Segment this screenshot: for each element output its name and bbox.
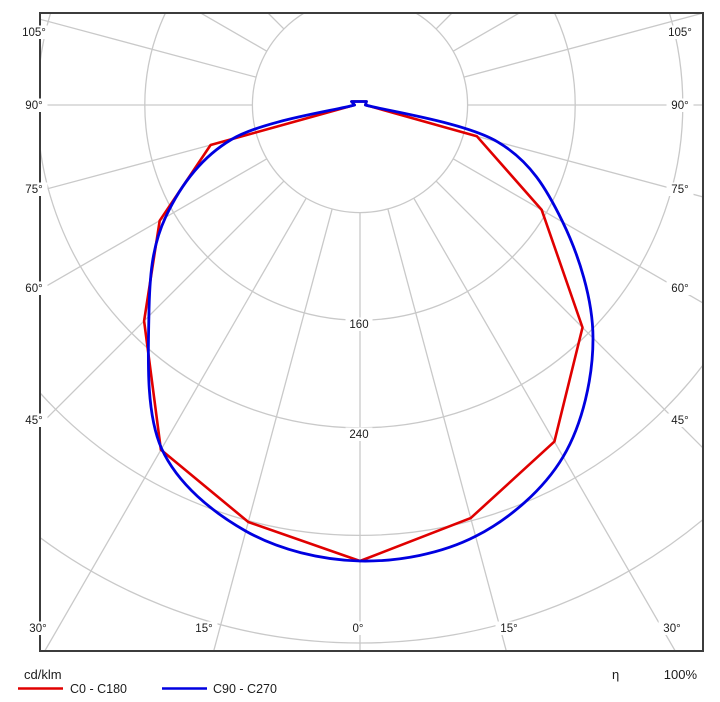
angle-label-left-60°-bg <box>20 281 48 295</box>
ring-value-label-160-bg <box>345 317 373 331</box>
grid-spoke-195 <box>127 0 332 1</box>
angle-label-bottom-3-15°: 15° <box>500 623 517 635</box>
angle-label-bottom-3-15°-bg <box>495 621 523 635</box>
grid-spoke-15 <box>387 208 507 651</box>
angle-label-right-60°-bg <box>666 281 694 295</box>
angle-label-right-105°: 105° <box>668 27 692 39</box>
grid-spoke-330 <box>44 197 307 651</box>
angle-label-right-90°-bg <box>666 98 694 112</box>
angle-label-right-45°-bg <box>666 413 694 427</box>
angle-label-right-60°: 60° <box>671 283 688 295</box>
ring-value-label-160: 160 <box>349 319 368 331</box>
grid-spoke-165 <box>388 0 593 1</box>
angle-label-left-60°: 60° <box>25 283 42 295</box>
efficiency-symbol: η <box>612 667 619 682</box>
angle-label-bottom-1-15°: 15° <box>195 623 212 635</box>
angle-label-left-45°-bg <box>20 413 48 427</box>
angle-label-right-105°-bg <box>663 25 697 39</box>
angle-label-bottom-2-0°: 0° <box>353 623 364 635</box>
grid-spoke-345 <box>213 208 333 651</box>
legend-label-c0-c180: C0 - C180 <box>70 682 127 696</box>
grid-spoke-105 <box>463 13 703 78</box>
ring-value-label-240-bg <box>345 427 373 441</box>
angle-label-bottom-4-30°-bg <box>658 621 686 635</box>
grid-spoke-135 <box>435 13 453 30</box>
angle-label-right-75°-bg <box>666 182 694 196</box>
angle-label-left-90°: 90° <box>25 100 42 112</box>
grid-spoke-210 <box>0 0 306 12</box>
angle-label-left-90°-bg <box>20 98 48 112</box>
grid-spoke-315 <box>40 180 285 426</box>
angle-label-right-45°: 45° <box>671 415 688 427</box>
angle-label-bottom-0-30°: 30° <box>29 623 46 635</box>
angle-label-right-75°: 75° <box>671 184 688 196</box>
grid-spoke-150 <box>414 0 720 12</box>
angle-label-bottom-1-15°-bg <box>190 621 218 635</box>
angle-label-bottom-4-30°: 30° <box>663 623 680 635</box>
curve-c0-c180 <box>142 100 584 563</box>
grid-ring-80 <box>251 13 469 214</box>
chart-frame <box>39 12 704 652</box>
grid-spoke-75 <box>463 132 703 198</box>
grid-spoke-255 <box>40 18 257 78</box>
efficiency-value: 100% <box>664 667 698 682</box>
legend-label-c90-c270: C90 - C270 <box>213 682 277 696</box>
angle-label-left-75°: 75° <box>25 184 42 196</box>
angle-label-bottom-0-30°-bg <box>24 621 52 635</box>
angle-label-left-105°: 105° <box>22 27 46 39</box>
angle-label-left-45°: 45° <box>25 415 42 427</box>
angle-label-right-90°: 90° <box>671 100 688 112</box>
grid-spoke-285 <box>40 132 257 192</box>
grid-spoke-225 <box>267 13 285 30</box>
angle-label-left-105°-bg <box>17 25 51 39</box>
grid-spoke-30 <box>413 197 676 651</box>
grid-spoke-60 <box>452 158 703 304</box>
curve-c90-c270 <box>146 100 595 563</box>
unit-label: cd/klm <box>24 667 62 682</box>
ring-value-label-240: 240 <box>349 429 368 441</box>
angle-label-left-75°-bg <box>20 182 48 196</box>
grid-spoke-300 <box>40 158 268 291</box>
grid-spoke-45 <box>435 180 703 449</box>
angle-label-bottom-2-0°-bg <box>348 621 368 635</box>
